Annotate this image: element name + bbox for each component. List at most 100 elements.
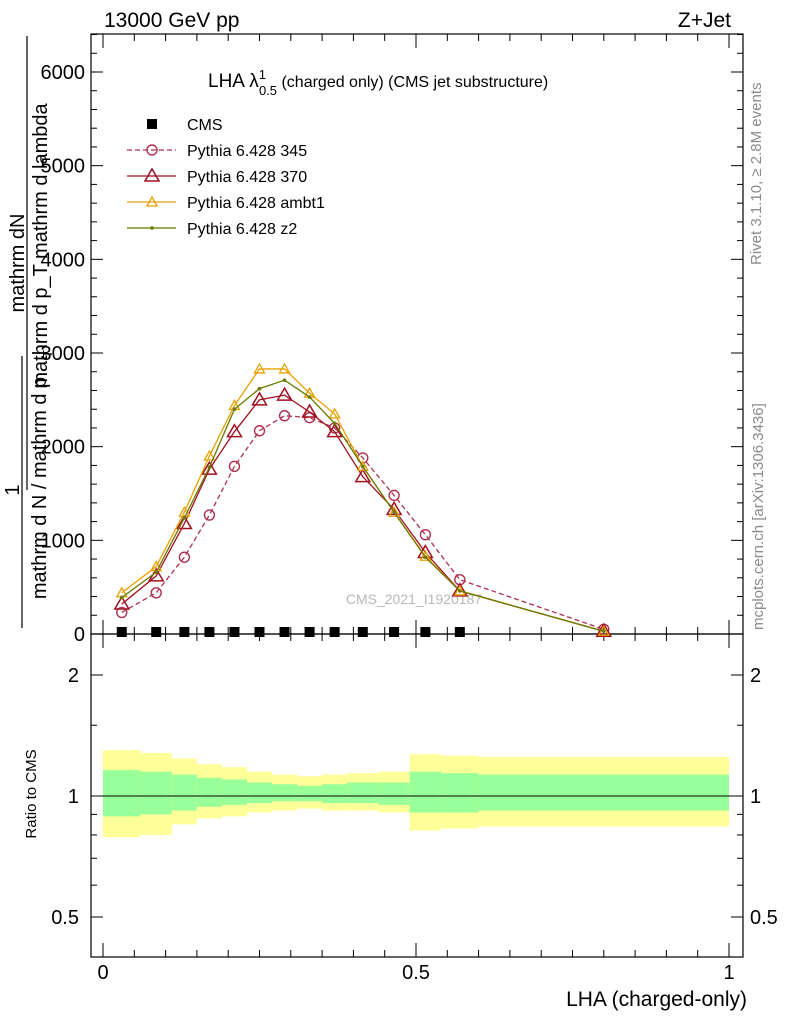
legend-label: Pythia 6.428 370 xyxy=(187,169,307,186)
data-point-2 xyxy=(251,391,268,406)
data-point-0 xyxy=(304,627,315,637)
data-point-3 xyxy=(278,362,291,374)
ratio-band-green xyxy=(441,773,479,813)
data-point-0 xyxy=(357,627,368,637)
title-rest: (charged only) (CMS jet substructure) xyxy=(277,74,548,91)
ratio-band-green xyxy=(347,782,379,804)
data-point-3 xyxy=(419,549,432,561)
data-point-3 xyxy=(453,584,466,596)
legend-label: CMS xyxy=(187,117,223,134)
data-point-0 xyxy=(420,627,431,637)
y-tick-label: 4000 xyxy=(41,249,86,271)
data-point-1 xyxy=(150,587,162,599)
ratio-band-green xyxy=(140,771,172,815)
ratio-band-green xyxy=(246,782,273,804)
data-point-2 xyxy=(301,403,318,418)
ratio-band-green xyxy=(478,774,729,811)
legend-label: Pythia 6.428 ambt1 xyxy=(187,195,325,212)
series-layer xyxy=(113,362,613,637)
data-point-4 xyxy=(423,555,428,559)
data-point-4 xyxy=(360,464,365,469)
ratio-band-green xyxy=(297,785,323,802)
data-point-4 xyxy=(282,378,287,382)
data-point-4 xyxy=(232,407,237,412)
analysis-watermark: CMS_2021_I1920187 xyxy=(346,591,482,607)
legend-marker xyxy=(143,167,161,182)
ratio-tick-label: 1 xyxy=(68,786,79,808)
y-tick-label: 0 xyxy=(74,624,85,646)
y-tick-label: 3000 xyxy=(41,343,86,365)
data-point-0 xyxy=(254,627,265,637)
data-point-3 xyxy=(387,505,401,517)
data-point-1 xyxy=(419,529,432,541)
title-main: LHA λ xyxy=(208,71,259,92)
data-point-2 xyxy=(201,460,218,475)
data-point-0 xyxy=(454,627,465,637)
data-point-1 xyxy=(116,606,128,619)
data-point-1 xyxy=(388,489,400,502)
y-tick-label: 6000 xyxy=(41,62,86,84)
data-point-1 xyxy=(178,551,191,563)
mcplots-source-text: mcplots.cern.ch [arXiv:1306.3436] xyxy=(750,403,767,630)
data-point-3 xyxy=(253,362,266,374)
x-axis-label: LHA (charged-only) xyxy=(566,988,747,1011)
data-point-3 xyxy=(356,459,369,471)
data-point-3 xyxy=(328,407,341,419)
ylabel-one: 1 xyxy=(2,484,24,495)
data-point-0 xyxy=(329,627,340,637)
ratio-band-green xyxy=(272,784,298,802)
ylabel-mid-subscript: T xyxy=(40,350,55,358)
ratio-band-green xyxy=(103,770,141,817)
data-point-4 xyxy=(307,395,312,399)
data-point-4 xyxy=(154,570,159,574)
data-point-1 xyxy=(278,410,291,422)
title-superscript: 1 xyxy=(259,67,266,82)
data-point-4 xyxy=(257,386,262,391)
series-0 xyxy=(116,627,465,637)
data-point-1 xyxy=(203,509,216,521)
data-point-0 xyxy=(179,627,190,637)
data-point-2 xyxy=(176,514,193,530)
series-4 xyxy=(119,378,606,633)
data-point-0 xyxy=(151,627,162,637)
series-line-1 xyxy=(121,415,605,630)
ratio-ylabel: Ratio to CMS xyxy=(23,749,40,838)
data-point-2 xyxy=(451,582,469,597)
legend-label: Pythia 6.428 345 xyxy=(187,143,307,160)
data-point-4 xyxy=(458,589,462,593)
ratio-band-green xyxy=(322,784,348,804)
data-point-4 xyxy=(602,629,606,633)
data-point-2 xyxy=(276,386,293,401)
legend-marker xyxy=(150,226,154,230)
y-axis-label: mathrm dN mathrm d p_T mathrm d lambda T… xyxy=(2,36,55,628)
data-point-3 xyxy=(203,449,216,461)
legend-marker xyxy=(147,119,157,129)
data-point-4 xyxy=(119,595,124,600)
header-left: 13000 GeV pp xyxy=(104,9,239,32)
ratio-band-green xyxy=(196,777,222,807)
ratio-band-green xyxy=(409,771,442,813)
legend-marker xyxy=(146,144,158,156)
data-point-4 xyxy=(392,510,396,515)
data-point-1 xyxy=(253,425,266,437)
x-tick-label: 0 xyxy=(97,962,108,984)
ratio-band-green xyxy=(378,782,410,805)
data-point-2 xyxy=(113,595,131,610)
data-point-0 xyxy=(116,627,127,637)
data-point-0 xyxy=(204,627,215,637)
legend-marker xyxy=(145,195,159,207)
header-right: Z+Jet xyxy=(678,9,731,32)
ratio-tick-label-right: 2 xyxy=(750,665,761,687)
legend: CMS Pythia 6.428 345 Pythia 6.428 370 Pythi… xyxy=(127,117,325,238)
x-tick-label: 0.5 xyxy=(402,962,430,984)
ylabel-top: mathrm dN xyxy=(7,214,29,313)
legend-label: Pythia 6.428 z2 xyxy=(187,221,297,238)
data-point-2 xyxy=(226,423,243,438)
y-tick-label: 2000 xyxy=(41,437,86,459)
ratio-tick-label-right: 0.5 xyxy=(750,907,778,929)
ratio-uncertainty-bands xyxy=(103,750,729,838)
y-tick-label: 5000 xyxy=(41,156,86,178)
data-point-2 xyxy=(354,468,372,483)
